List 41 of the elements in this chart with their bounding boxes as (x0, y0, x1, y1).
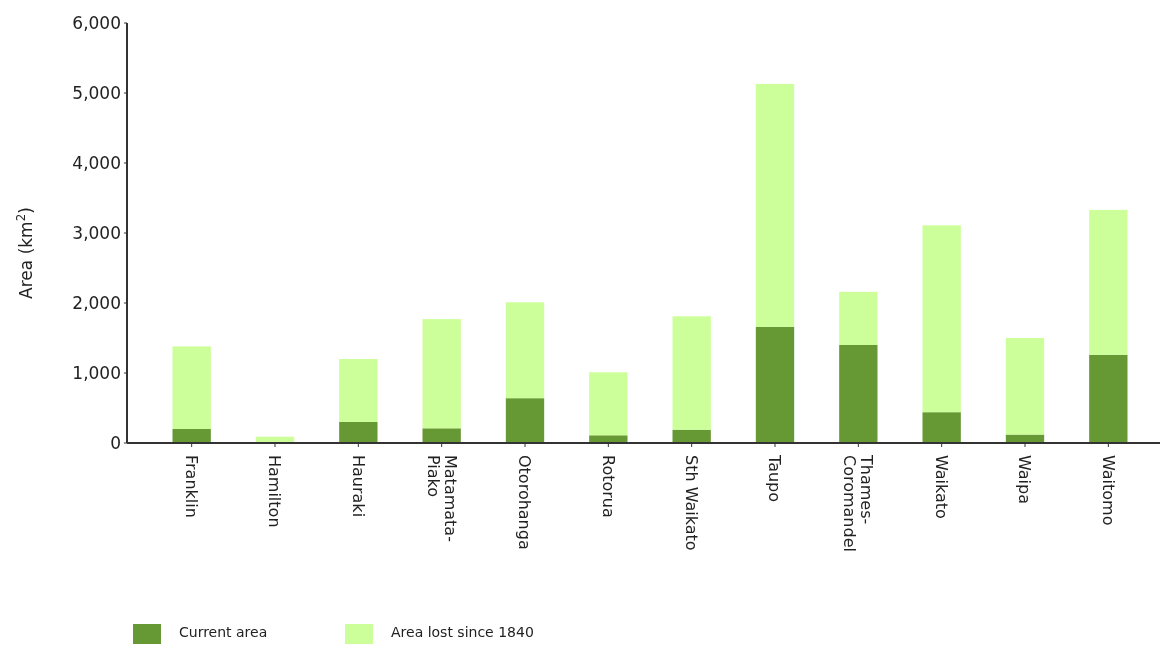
y-tick-label: 6,000 (72, 12, 121, 33)
y-tick-label: 5,000 (72, 82, 121, 103)
bar (922, 412, 961, 443)
bar (589, 435, 628, 443)
bar (755, 326, 795, 443)
y-tick-label: 2,000 (72, 292, 121, 313)
bar (839, 291, 878, 345)
x-tick-label: Otorohanga (515, 455, 535, 550)
x-tick-label: Waitomo (1098, 455, 1118, 526)
bar (172, 346, 211, 429)
x-tick-label: Thames- Coromandel (840, 454, 877, 552)
bar (339, 422, 378, 443)
x-tick-label: Rotorua (598, 455, 618, 518)
x-tick-label: Hamilton (265, 455, 285, 528)
x-tick-label: Waipa (1015, 455, 1035, 505)
legend-label: Area lost since 1840 (391, 624, 534, 641)
x-tick-label: Waikato (932, 455, 952, 519)
bar (922, 225, 961, 413)
bar (505, 398, 545, 443)
bar (422, 319, 461, 429)
y-tick-label: 4,000 (72, 152, 121, 173)
bar (755, 83, 795, 327)
y-tick-label: 3,000 (72, 222, 121, 243)
bar (672, 316, 711, 430)
x-tick-label: Hauraki (348, 455, 368, 518)
legend-label: Current area (179, 624, 268, 641)
bar (172, 429, 211, 443)
x-tick-label: Franklin (182, 455, 202, 518)
y-tick-label: 0 (110, 432, 121, 453)
y-tick-label: 1,000 (72, 362, 121, 383)
bar (505, 302, 545, 399)
bar (339, 359, 378, 422)
bar (1089, 209, 1128, 355)
x-tick-label: Sth Waikato (682, 455, 702, 551)
bar (422, 428, 461, 443)
bar (589, 372, 628, 436)
bar (1089, 354, 1128, 443)
x-tick-label: Matamata- Piako (423, 455, 460, 542)
x-tick-label: Taupo (765, 454, 785, 503)
bar (839, 345, 878, 443)
bar (1005, 338, 1045, 435)
